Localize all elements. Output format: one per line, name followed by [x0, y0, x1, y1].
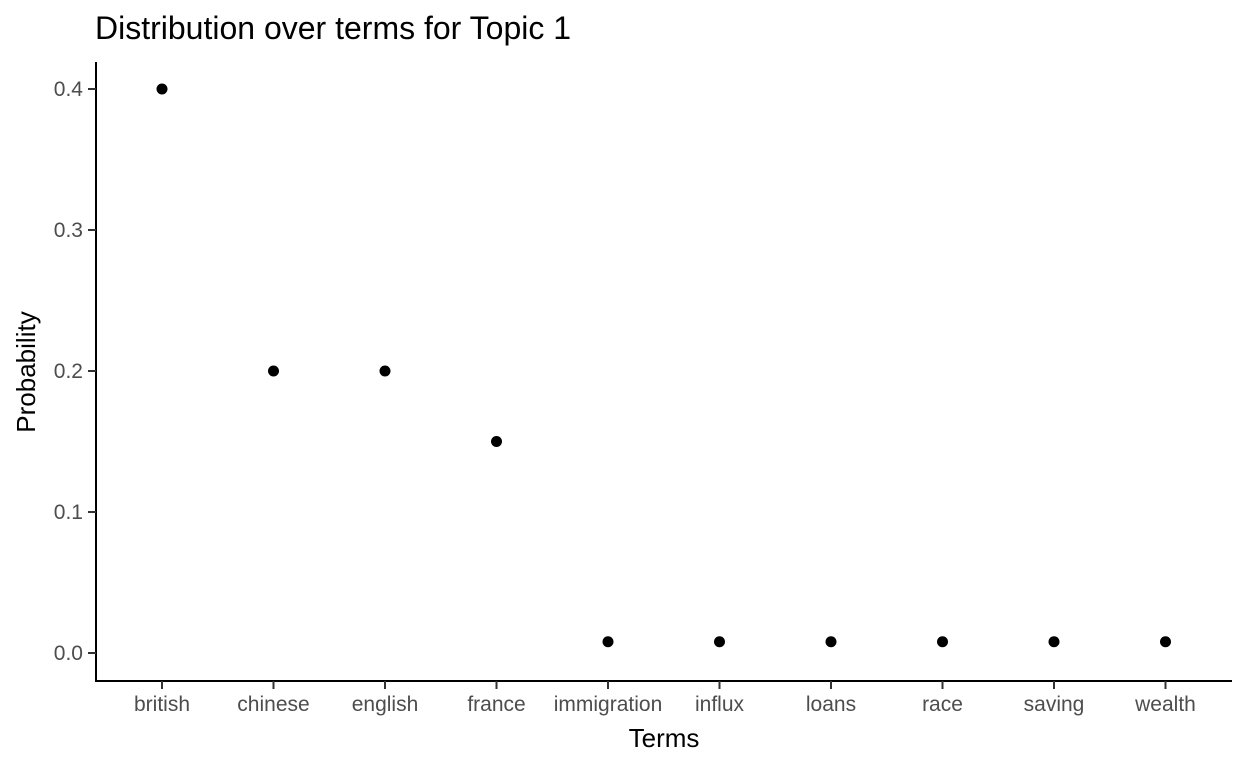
x-tick-label: influx	[695, 693, 745, 716]
chart-title: Distribution over terms for Topic 1	[95, 10, 571, 46]
y-tick-label: 0.0	[54, 642, 83, 665]
x-tick-label: chinese	[237, 693, 309, 716]
x-tick-label: immigration	[554, 693, 663, 716]
y-axis-ticks: 0.0 0.1 0.2 0.3 0.4	[54, 78, 96, 665]
data-point-france	[491, 436, 502, 447]
x-axis-ticks: british chinese english france immigration in…	[134, 681, 1196, 716]
data-point-immigration	[602, 636, 614, 648]
y-axis-title: Probability	[11, 311, 41, 432]
data-point-british	[156, 83, 168, 95]
x-tick-label: loans	[806, 693, 856, 716]
data-point-loans	[825, 636, 837, 648]
x-tick-label: saving	[1024, 693, 1085, 716]
x-tick-label: english	[352, 693, 419, 716]
x-tick-label: race	[922, 693, 963, 716]
x-tick-label: france	[467, 693, 525, 716]
data-point-race	[937, 636, 948, 648]
y-tick-label: 0.3	[54, 219, 83, 242]
x-tick-label: wealth	[1134, 693, 1196, 716]
data-point-english	[379, 365, 391, 377]
data-points	[156, 83, 1171, 648]
x-axis-title: Terms	[629, 723, 700, 753]
data-point-saving	[1048, 636, 1060, 648]
y-tick-label: 0.4	[54, 78, 84, 101]
y-tick-label: 0.2	[54, 360, 83, 383]
data-point-chinese	[268, 365, 279, 377]
data-point-influx	[714, 636, 725, 648]
y-tick-label: 0.1	[54, 501, 83, 524]
data-point-wealth	[1160, 636, 1171, 648]
x-tick-label: british	[134, 693, 190, 716]
